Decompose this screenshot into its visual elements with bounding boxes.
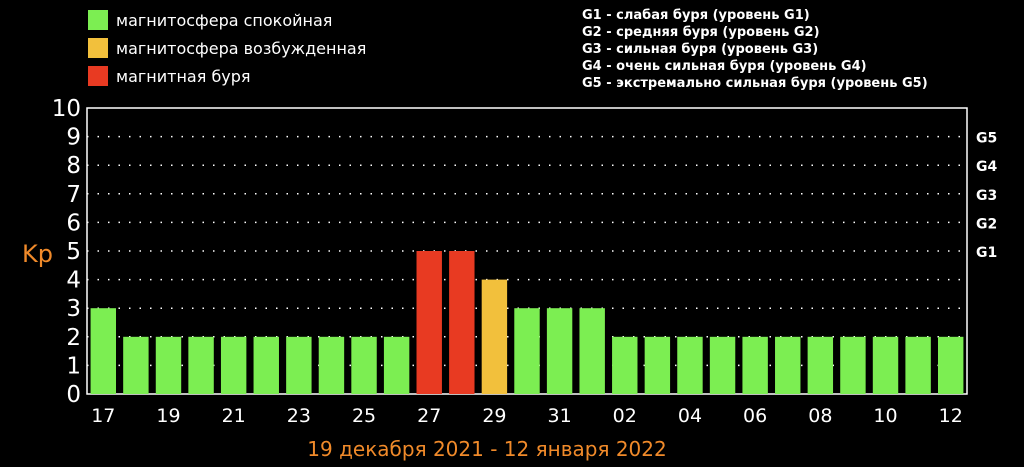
legend-item-active: магнитосфера возбужденная (88, 34, 366, 62)
x-tick-label-12: 12 (939, 405, 963, 427)
g-level-tick-G2: G2 (976, 216, 997, 232)
bar-08 (807, 336, 834, 394)
x-tick-label-02: 02 (613, 405, 637, 427)
y-tick-label-5: 5 (66, 239, 81, 265)
y-tick-label-9: 9 (66, 125, 81, 151)
legend-swatch-active (88, 38, 108, 58)
storm-level-g2: G2 - средняя буря (уровень G2) (582, 25, 820, 40)
y-tick-label-1: 1 (66, 353, 81, 379)
legend-label-active: магнитосфера возбужденная (116, 38, 367, 58)
bar-31 (546, 308, 573, 394)
x-tick-label-10: 10 (873, 405, 897, 427)
bar-18 (123, 336, 149, 394)
bar-26 (383, 336, 410, 394)
bar-22 (253, 336, 279, 394)
legend-swatch-quiet (88, 10, 108, 30)
legend-label-storm: магнитная буря (116, 66, 251, 86)
bar-28 (449, 251, 475, 394)
y-axis-label: Kp (22, 240, 53, 268)
y-tick-label-0: 0 (66, 382, 81, 408)
x-tick-label-04: 04 (678, 405, 702, 427)
y-tick-label-7: 7 (66, 182, 81, 208)
bar-02 (612, 336, 638, 394)
bar-17 (90, 308, 117, 394)
x-tick-label-31: 31 (547, 405, 571, 427)
bar-03 (644, 336, 671, 394)
x-tick-label-27: 27 (417, 405, 441, 427)
y-tick-label-10: 10 (52, 96, 81, 122)
g-level-tick-G5: G5 (976, 131, 997, 147)
x-tick-label-06: 06 (743, 405, 767, 427)
bar-04 (677, 336, 703, 394)
y-tick-label-4: 4 (66, 268, 81, 294)
legend-swatch-storm (88, 66, 108, 86)
g-level-tick-G4: G4 (976, 159, 997, 175)
g-level-tick-G3: G3 (976, 188, 997, 204)
bar-06 (742, 336, 768, 394)
bar-19 (155, 336, 182, 394)
x-tick-label-23: 23 (287, 405, 311, 427)
legend-item-quiet: магнитосфера спокойная (88, 6, 366, 34)
g-level-tick-G1: G1 (976, 245, 997, 261)
bar-12 (937, 336, 964, 394)
bar-29 (481, 279, 508, 394)
bar-11 (905, 336, 931, 394)
y-tick-label-8: 8 (66, 153, 81, 179)
storm-level-legend: G1 - слабая буря (уровень G1) G2 - средн… (582, 7, 928, 92)
y-tick-label-6: 6 (66, 210, 81, 236)
x-tick-label-21: 21 (222, 405, 246, 427)
bar-10 (872, 336, 899, 394)
storm-level-g3: G3 - сильная буря (уровень G3) (582, 42, 819, 57)
x-tick-label-08: 08 (808, 405, 832, 427)
bar-01 (579, 308, 605, 394)
legend: магнитосфера спокойная магнитосфера возб… (88, 6, 366, 90)
bar-27 (416, 251, 442, 394)
storm-level-g5: G5 - экстремально сильная буря (уровень … (582, 76, 928, 91)
chart-title: 19 декабря 2021 - 12 января 2022 (307, 437, 666, 461)
bar-09 (840, 336, 866, 394)
bar-23 (286, 336, 312, 394)
y-tick-label-3: 3 (66, 296, 81, 322)
bar-07 (775, 336, 801, 394)
bar-25 (351, 336, 377, 394)
x-tick-label-25: 25 (352, 405, 376, 427)
legend-label-quiet: магнитосфера спокойная (116, 10, 333, 30)
x-tick-label-17: 17 (91, 405, 115, 427)
legend-item-storm: магнитная буря (88, 62, 366, 90)
storm-level-g1: G1 - слабая буря (уровень G1) (582, 8, 810, 23)
y-tick-label-2: 2 (66, 325, 81, 351)
storm-level-g4: G4 - очень сильная буря (уровень G4) (582, 59, 867, 74)
x-tick-label-29: 29 (482, 405, 506, 427)
bar-24 (318, 336, 345, 394)
bar-30 (514, 308, 540, 394)
bar-05 (709, 336, 736, 394)
x-tick-label-19: 19 (156, 405, 180, 427)
bar-20 (188, 336, 214, 394)
bar-21 (220, 336, 247, 394)
